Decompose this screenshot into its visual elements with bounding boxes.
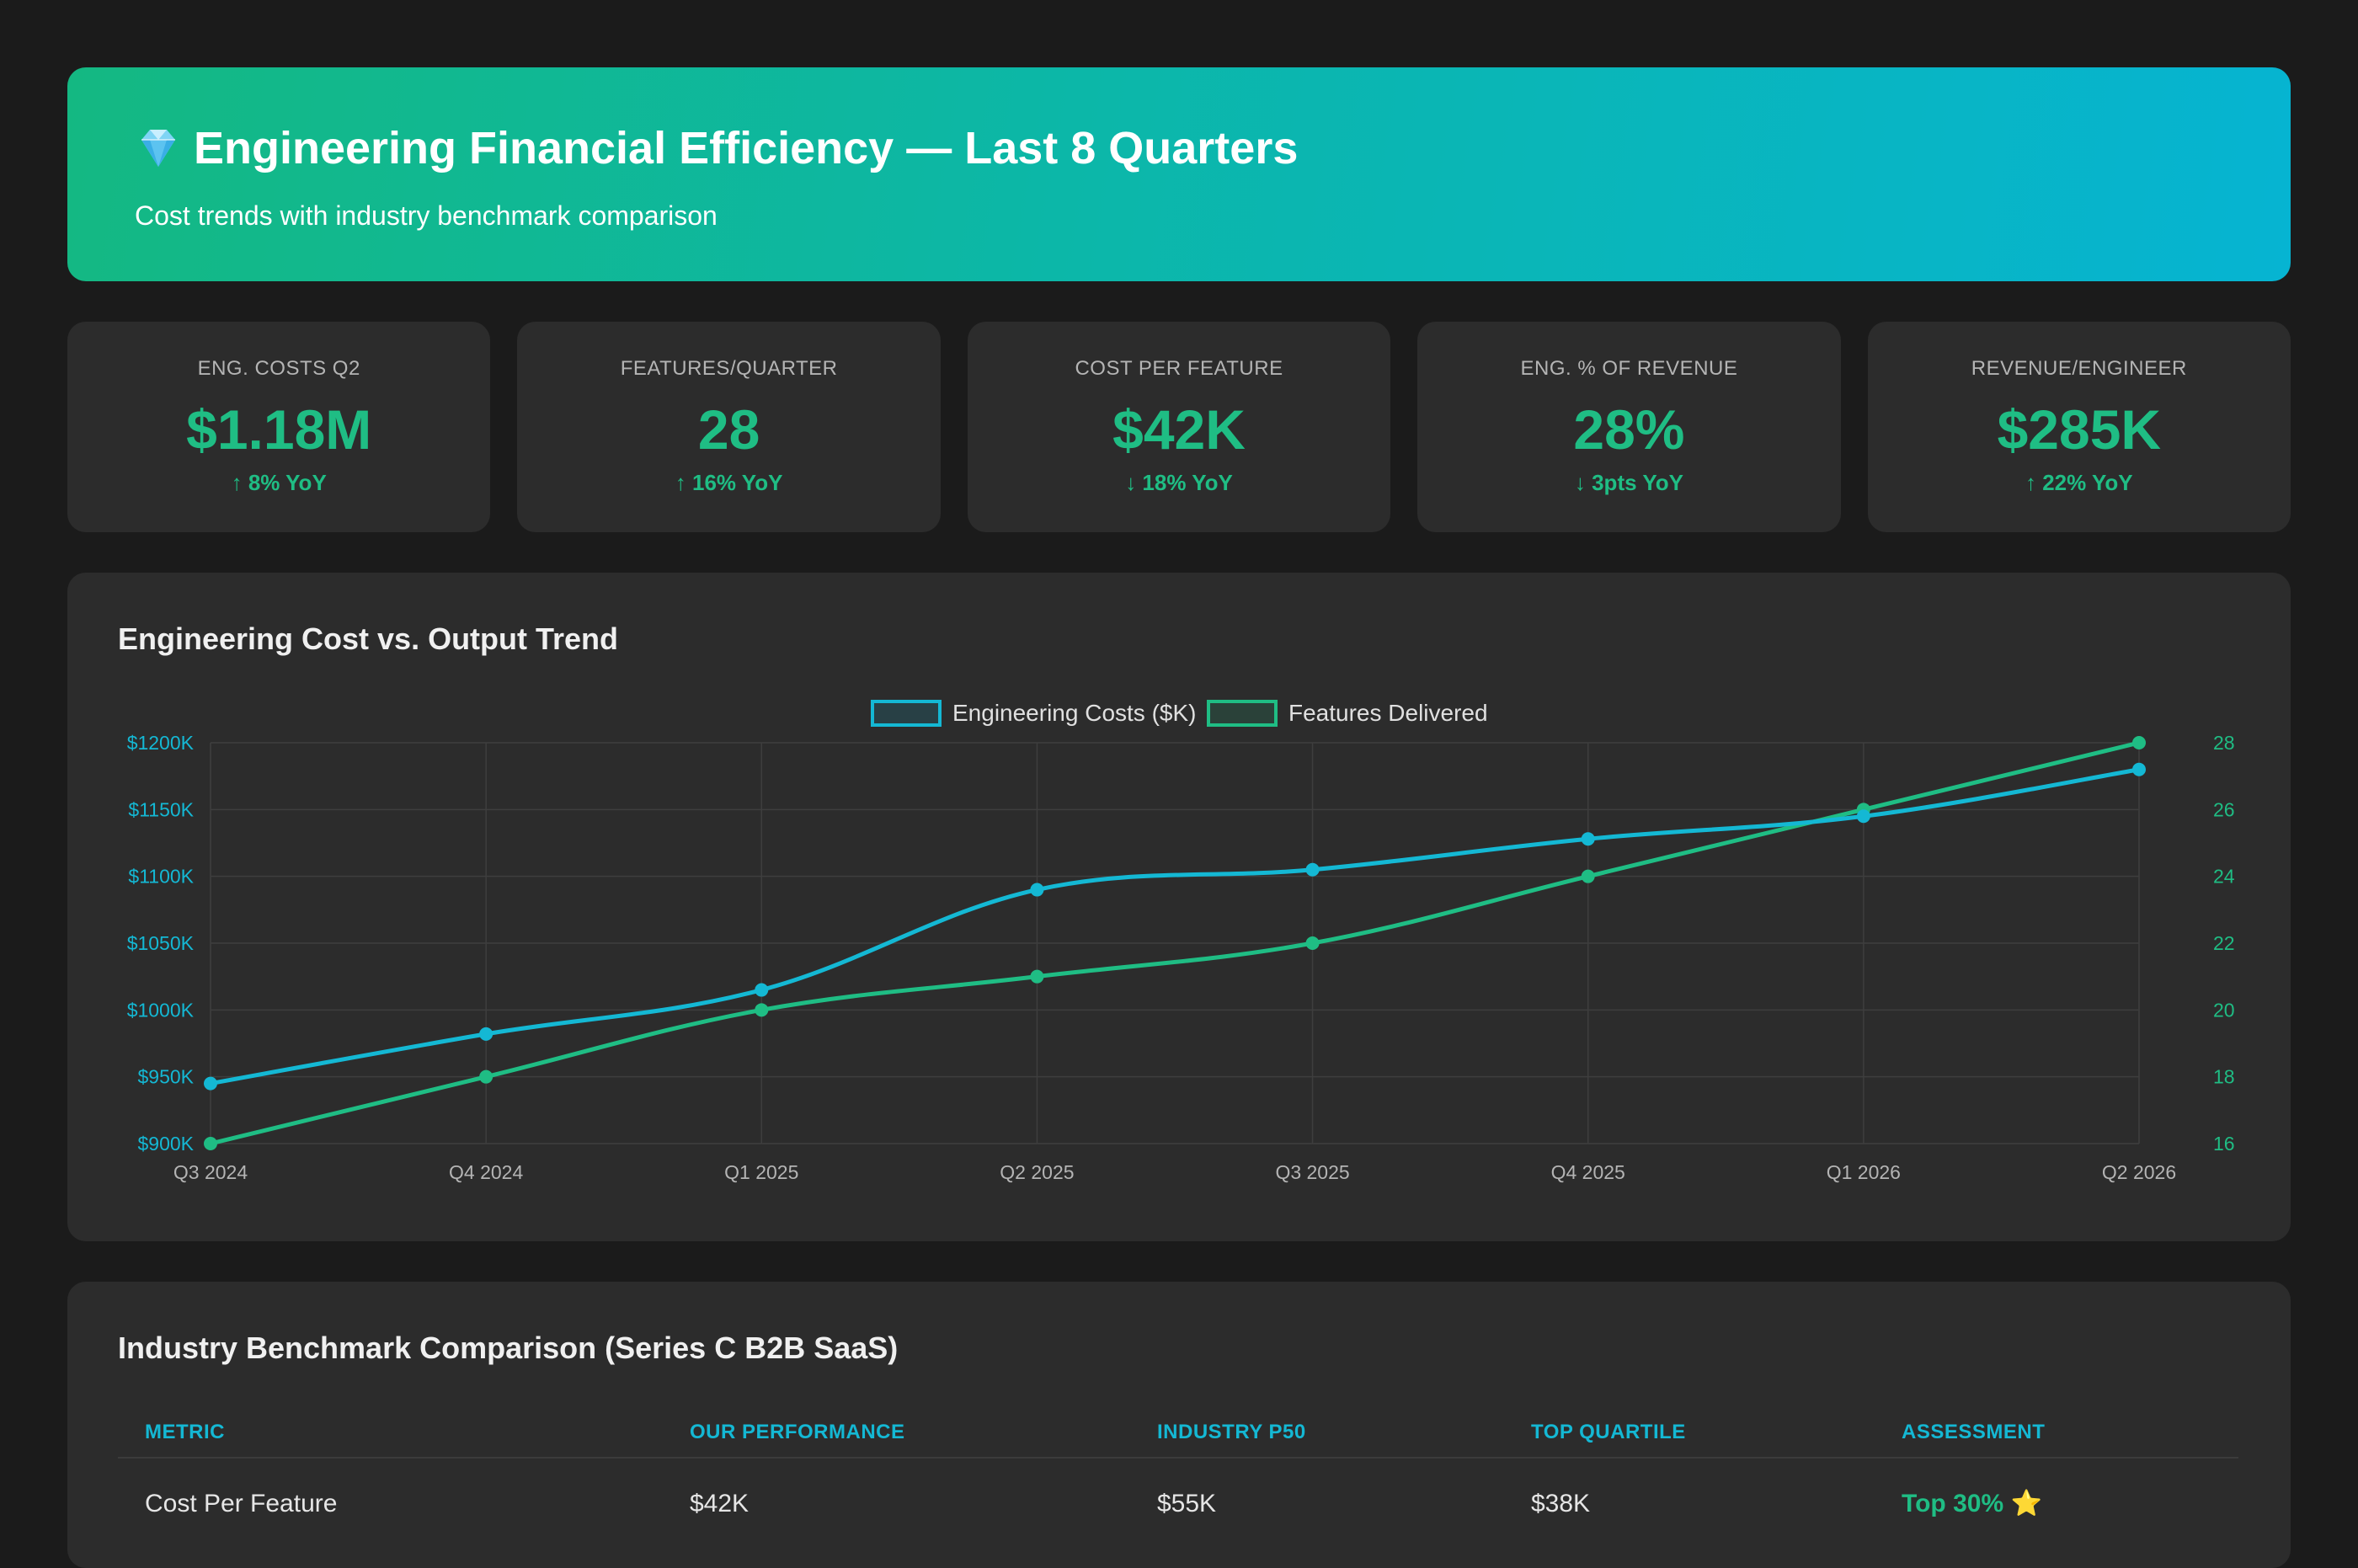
series-line-engineering-costs — [210, 767, 2140, 1086]
data-point-engineering-costs — [755, 983, 769, 997]
data-point-engineering-costs — [1030, 883, 1044, 897]
benchmark-table: METRIC OUR PERFORMANCE INDUSTRY P50 TOP … — [118, 1408, 2238, 1518]
x-tick-label: Q2 2025 — [1000, 1161, 1074, 1183]
data-point-features-delivered — [2132, 736, 2146, 749]
benchmark-title: Industry Benchmark Comparison (Series C … — [118, 1331, 899, 1365]
kpi-delta: ↑ 22% YoY — [2025, 470, 2133, 495]
kpi-delta: ↑ 8% YoY — [231, 470, 327, 495]
y-right-tick-label: 18 — [2213, 1066, 2235, 1088]
y-right-tick-label: 22 — [2213, 932, 2235, 954]
y-right-tick-label: 26 — [2213, 798, 2235, 820]
kpi-label: FEATURES/QUARTER — [620, 357, 838, 380]
y-right-tick-label: 28 — [2213, 732, 2235, 754]
kpi-card-eng-costs: ENG. COSTS Q2 $1.18M ↑ 8% YoY — [67, 322, 491, 532]
data-point-features-delivered — [1581, 869, 1595, 883]
y-left-tick-label: $1150K — [128, 798, 194, 820]
x-tick-label: Q3 2025 — [1275, 1161, 1349, 1183]
y-right-tick-label: 24 — [2213, 866, 2235, 888]
page-header: Engineering Financial Efficiency — Last … — [67, 67, 2291, 281]
y-left-tick-label: $900K — [137, 1133, 194, 1155]
column-header-our-performance: OUR PERFORMANCE — [663, 1408, 1130, 1459]
cell-top-quartile: $38K — [1531, 1489, 1591, 1517]
kpi-delta: ↓ 18% YoY — [1125, 470, 1233, 495]
data-point-features-delivered — [1305, 936, 1320, 950]
kpi-delta: ↑ 16% YoY — [675, 470, 783, 495]
y-right-tick-label: 20 — [2213, 999, 2235, 1021]
cell-metric: Cost Per Feature — [145, 1489, 338, 1517]
cell-our-performance: $42K — [690, 1489, 750, 1517]
kpi-delta: ↓ 3pts YoY — [1574, 470, 1683, 495]
trend-chart-card: Engineering Cost vs. Output Trend $900K $… — [67, 573, 2291, 1241]
y-left-tick-label: $1100K — [128, 866, 194, 888]
table-header-row: METRIC OUR PERFORMANCE INDUSTRY P50 TOP … — [118, 1408, 2238, 1459]
x-tick-label: Q2 2026 — [2102, 1161, 2176, 1183]
benchmark-card: Industry Benchmark Comparison (Series C … — [67, 1282, 2291, 1568]
data-point-engineering-costs — [1581, 832, 1595, 846]
y-left-tick-label: $1200K — [127, 732, 195, 754]
kpi-value: 28% — [1573, 398, 1685, 461]
column-header-industry-p50: INDUSTRY P50 — [1130, 1408, 1504, 1459]
page-title: Engineering Financial Efficiency — Last … — [194, 123, 1299, 173]
data-point-features-delivered — [204, 1137, 217, 1150]
kpi-card-features: FEATURES/QUARTER 28 ↑ 16% YoY — [517, 322, 941, 532]
x-tick-label: Q1 2025 — [724, 1161, 798, 1183]
data-point-features-delivered — [755, 1003, 769, 1017]
trend-chart[interactable]: $900K $950K $1000K $1050K $1100K $1150K $1200K… — [67, 573, 2291, 1241]
kpi-card-eng-pct-revenue: ENG. % OF REVENUE 28% ↓ 3pts YoY — [1417, 322, 1841, 532]
legend-label-engineering-costs: Engineering Costs ($K) — [952, 700, 1196, 726]
page-title-row: Engineering Financial Efficiency — Last … — [135, 121, 2291, 175]
kpi-label: COST PER FEATURE — [1075, 357, 1283, 380]
data-point-engineering-costs — [2132, 762, 2146, 776]
kpi-value: $42K — [1112, 398, 1246, 461]
x-tick-label: Q1 2026 — [1827, 1161, 1901, 1183]
kpi-value: 28 — [697, 398, 760, 461]
cell-assessment: Top 30% ⭐ — [1902, 1490, 2042, 1517]
gem-icon — [141, 130, 175, 167]
y-left-tick-label: $1050K — [127, 932, 195, 954]
kpi-label: ENG. % OF REVENUE — [1520, 357, 1738, 380]
kpi-card-revenue-per-engineer: REVENUE/ENGINEER $285K ↑ 22% YoY — [1867, 322, 2291, 532]
cell-industry-p50: $55K — [1157, 1489, 1217, 1517]
column-header-metric: METRIC — [118, 1408, 663, 1459]
column-header-assessment: ASSESSMENT — [1875, 1408, 2238, 1459]
y-left-tick-label: $1000K — [127, 999, 195, 1021]
kpi-label: ENG. COSTS Q2 — [197, 357, 360, 380]
page-subtitle: Cost trends with industry benchmark comp… — [135, 200, 718, 231]
data-point-engineering-costs — [1305, 862, 1320, 877]
kpi-value: $1.18M — [186, 398, 372, 461]
data-point-features-delivered — [1030, 969, 1044, 984]
kpi-row: ENG. COSTS Q2 $1.18M ↑ 8% YoY FEATURES/Q… — [67, 322, 2291, 532]
data-point-features-delivered — [479, 1069, 493, 1084]
data-point-engineering-costs — [1856, 809, 1870, 824]
data-point-engineering-costs — [204, 1076, 217, 1091]
kpi-label: REVENUE/ENGINEER — [1971, 357, 2187, 380]
x-tick-label: Q3 2024 — [173, 1161, 248, 1183]
legend-label-features-delivered: Features Delivered — [1288, 700, 1488, 726]
data-point-engineering-costs — [479, 1027, 493, 1041]
x-tick-label: Q4 2025 — [1551, 1161, 1625, 1183]
chart-title: Engineering Cost vs. Output Trend — [118, 621, 619, 656]
x-tick-label: Q4 2024 — [449, 1161, 523, 1183]
y-left-tick-label: $950K — [137, 1066, 194, 1088]
kpi-value: $285K — [1997, 398, 2162, 461]
legend-swatch-engineering-costs — [871, 700, 942, 727]
y-right-tick-label: 16 — [2213, 1133, 2235, 1155]
legend-swatch-features-delivered — [1207, 700, 1278, 727]
table-row: Cost Per Feature $42K $55K $38K Top 30% … — [118, 1458, 2238, 1518]
column-header-top-quartile: TOP QUARTILE — [1504, 1408, 1875, 1459]
kpi-card-cost-per-feature: COST PER FEATURE $42K ↓ 18% YoY — [967, 322, 1391, 532]
